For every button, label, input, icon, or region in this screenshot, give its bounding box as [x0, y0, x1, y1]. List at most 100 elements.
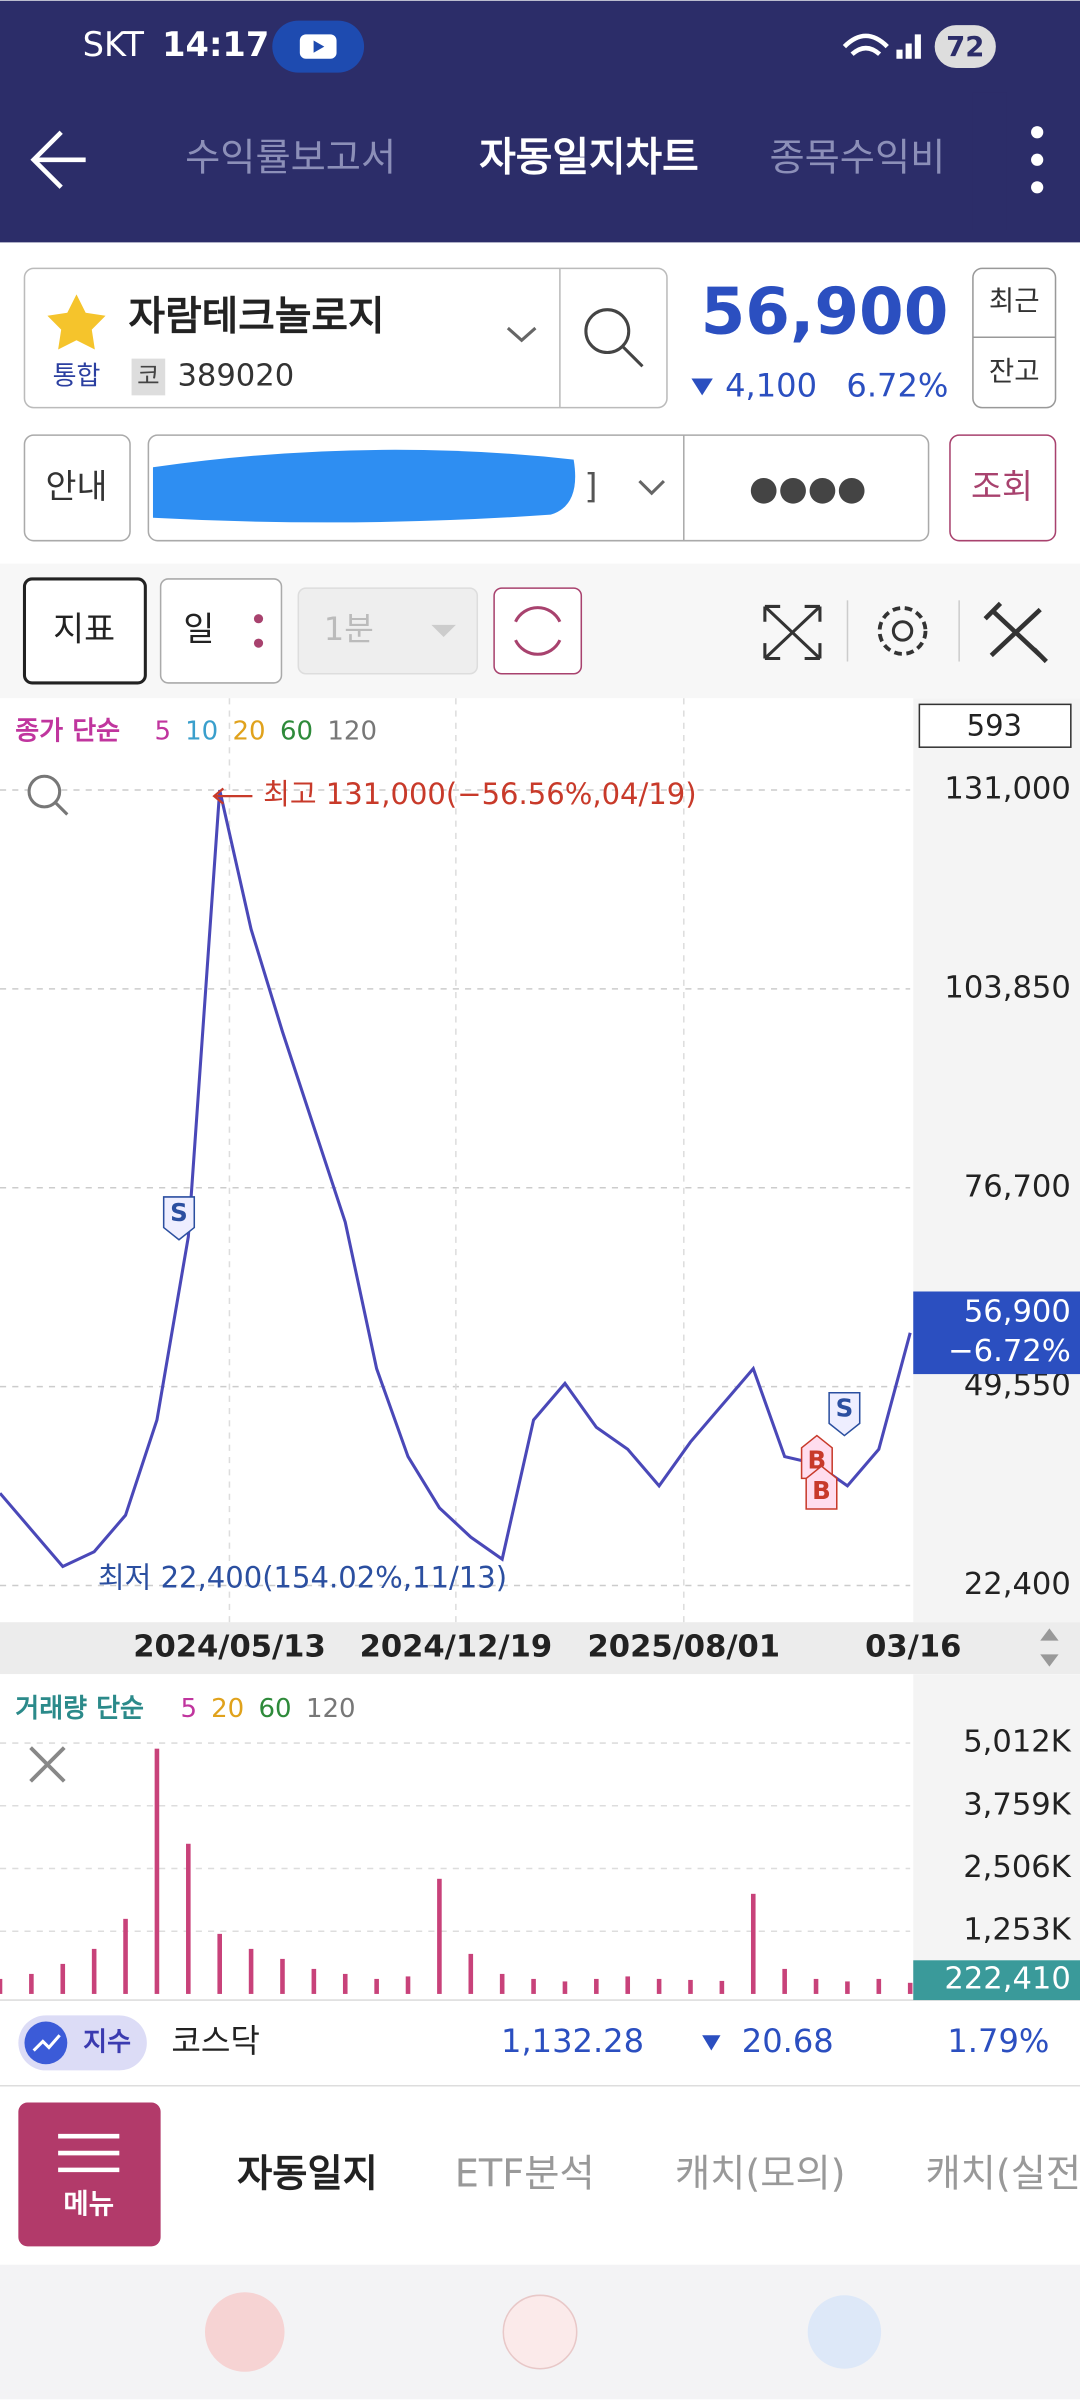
dropdown[interactable] — [638, 479, 665, 496]
volume-bar — [154, 1748, 160, 1994]
header-bg — [0, 0, 1080, 243]
battery-level: 72 — [946, 31, 984, 63]
date-label: 2025/08/01 — [588, 1630, 781, 1665]
price-chart — [0, 698, 1080, 1623]
indicator-label: 지표 — [53, 609, 115, 648]
query-button[interactable] — [949, 434, 1057, 542]
expand-icon[interactable] — [763, 604, 822, 660]
volume-bar — [0, 1978, 3, 1994]
volume-bar — [60, 1963, 66, 1994]
index-value: 1,132.28 — [501, 2022, 644, 2060]
volume-bar — [374, 1978, 379, 1994]
tab-fade — [972, 92, 1007, 231]
high-pointer — [212, 787, 253, 805]
tools-icon[interactable] — [983, 601, 1048, 664]
legend-period: 120 — [327, 716, 377, 746]
volume-bar — [531, 1978, 536, 1994]
volume-bar — [688, 1979, 693, 1994]
code-badge — [131, 358, 166, 396]
character-icon[interactable] — [502, 2294, 578, 2370]
tab[interactable]: 수익률보고서 — [185, 136, 396, 180]
volume-bar — [29, 1973, 34, 1994]
y-tick-label: 103,850 — [944, 970, 1070, 1005]
menu-label: 메뉴 — [63, 2188, 114, 2220]
index-badge-label: 지수 — [83, 2027, 131, 2057]
nav-tab-active[interactable]: 자동일지 — [237, 2152, 378, 2196]
settings-hub — [891, 620, 914, 642]
guide-button[interactable] — [23, 434, 131, 542]
volume-bar — [782, 1968, 787, 1994]
volume-bar — [186, 1843, 191, 1994]
favorite-star[interactable] — [47, 294, 106, 350]
character-icon[interactable] — [807, 2295, 882, 2369]
last-price: 56,900 — [964, 1294, 1071, 1329]
legend-period: 60 — [259, 1694, 292, 1724]
volume-bar — [468, 1953, 474, 1994]
search-icon[interactable] — [584, 308, 631, 355]
volume-bar — [656, 1978, 662, 1994]
nav-tab[interactable]: 캐치(실전 — [925, 2152, 1080, 2196]
period-label: 일 — [183, 609, 214, 648]
signal-marker — [805, 1465, 838, 1510]
indicator-button[interactable] — [22, 577, 147, 685]
back-button[interactable] — [30, 130, 86, 189]
refresh-button[interactable] — [493, 587, 583, 675]
resize-handle[interactable] — [1040, 1628, 1059, 1667]
price-line — [0, 789, 912, 1569]
y-tick-label: 76,700 — [964, 1169, 1071, 1204]
yt-play — [313, 40, 325, 53]
volume-bar — [280, 1958, 285, 1994]
price: 56,900 — [701, 274, 949, 349]
y-tick-label: 131,000 — [944, 772, 1070, 807]
y-tick-label: 2,506K — [963, 1850, 1072, 1885]
last-price-tag — [913, 1291, 1080, 1375]
query-label: 조회 — [971, 467, 1033, 506]
market: 통합 — [53, 361, 101, 391]
low-note: 최저 22,400(154.02%,11/13) — [98, 1560, 507, 1594]
date-label: 2024/05/13 — [133, 1630, 326, 1665]
legend-period: 5 — [181, 1694, 198, 1724]
y-tick-label: 5,012K — [963, 1725, 1072, 1760]
change: 4,100 — [725, 367, 817, 405]
battery — [934, 25, 996, 68]
down-arrow — [691, 378, 713, 396]
dropdown[interactable] — [506, 326, 537, 343]
search-handle — [621, 345, 644, 368]
volume-bar — [405, 1976, 411, 1994]
chart-bg — [0, 1674, 1080, 1999]
index-bar — [0, 2000, 1080, 2086]
volume-bar — [437, 1878, 442, 1994]
signal: B — [812, 1476, 831, 1505]
menu-button[interactable] — [18, 2102, 161, 2247]
count-box — [918, 703, 1072, 748]
index-change: 20.68 — [742, 2022, 834, 2060]
interval-button[interactable] — [297, 587, 479, 675]
recent-button[interactable]: 최근 — [989, 285, 1040, 317]
volume-bar — [342, 1973, 348, 1994]
volume-bar — [594, 1978, 599, 1994]
zoom-icon[interactable] — [27, 774, 62, 809]
nav-tab[interactable]: ETF분석 — [455, 2152, 595, 2196]
date-axis-bg — [0, 1622, 1080, 1675]
more-button[interactable] — [1031, 126, 1044, 194]
balance-button[interactable]: 잔고 — [989, 355, 1040, 387]
volume-bar — [813, 1978, 819, 1994]
password[interactable]: ●●●● — [749, 469, 866, 508]
tab-active[interactable]: 자동일지차트 — [479, 134, 699, 180]
stock-name: 자람테크놀로지 — [128, 293, 384, 339]
nav-tab[interactable]: 캐치(모의) — [675, 2152, 846, 2196]
signal-marker — [162, 1196, 196, 1241]
period-button[interactable] — [159, 578, 283, 684]
tab[interactable]: 종목수익비 — [769, 136, 945, 180]
y-tick-label: 22,400 — [964, 1567, 1071, 1602]
nav-bar — [0, 2085, 1080, 2265]
stock-box[interactable] — [23, 267, 668, 409]
code-label: 코 — [137, 361, 160, 390]
dot — [253, 614, 264, 624]
character-icon[interactable] — [204, 2292, 285, 2372]
close-volume[interactable] — [29, 1746, 66, 1783]
legend-period: 20 — [233, 716, 266, 746]
bracket: ] — [584, 467, 597, 506]
